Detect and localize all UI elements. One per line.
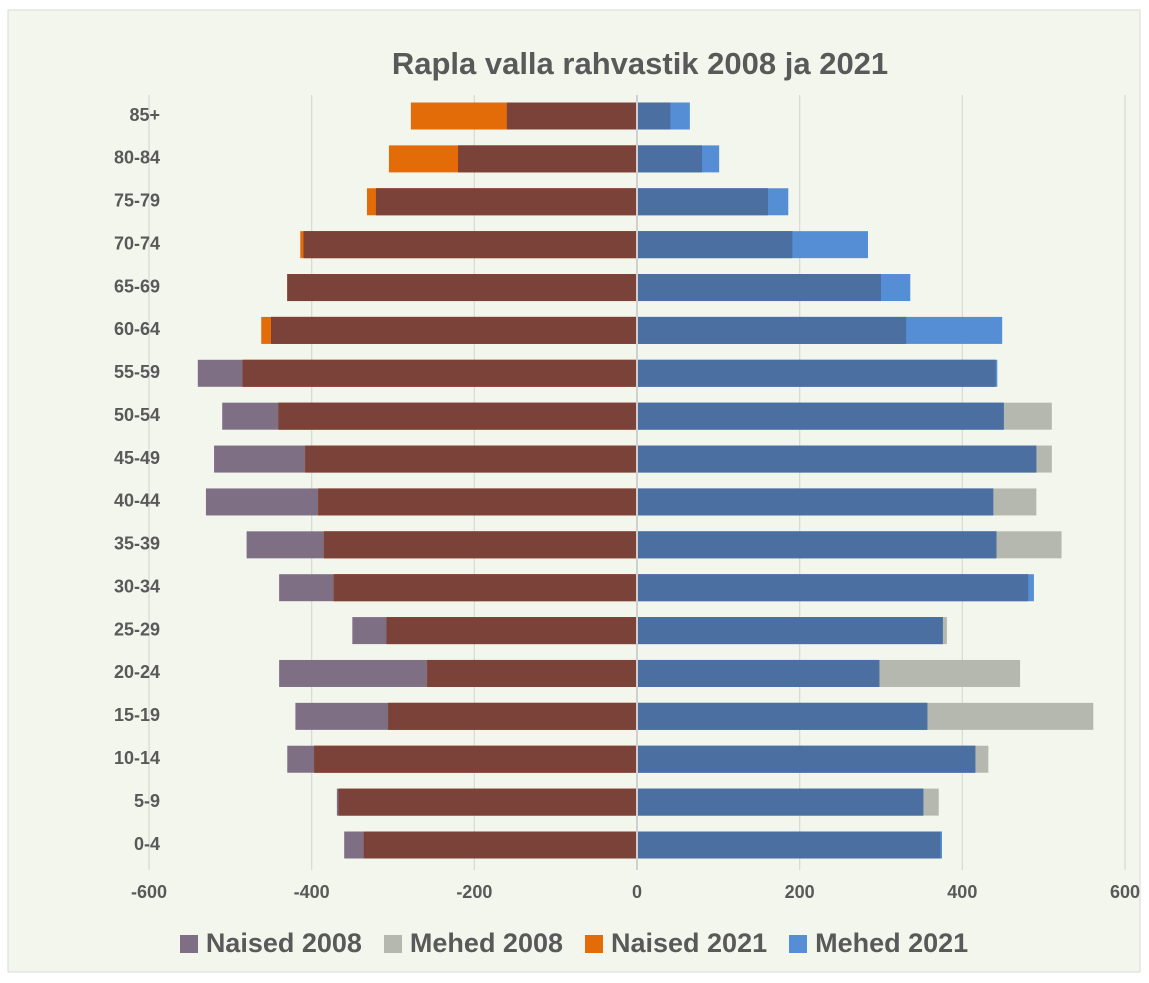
bar-overlap [506,102,637,130]
y-tick-label: 5-9 [134,791,160,811]
x-tick-label: 400 [947,882,977,902]
bar-overlap [637,788,924,816]
legend-label: Naised 2021 [611,928,768,958]
bar-overlap [278,402,637,430]
x-tick-label: -400 [294,882,330,902]
bar-overlap [338,788,637,816]
bar-overlap [287,274,637,302]
bar-overlap [363,831,637,859]
bar-overlap [458,145,637,173]
x-tick-label: 200 [785,882,815,902]
bar-overlap [318,488,637,516]
y-tick-label: 50-54 [114,405,160,425]
y-tick-label: 80-84 [114,148,160,168]
bar-overlap [637,145,703,173]
y-tick-label: 70-74 [114,233,160,253]
bar-overlap [637,831,941,859]
legend-label: Naised 2008 [205,928,362,958]
bar-overlap [637,659,880,687]
x-tick-label: 0 [632,882,642,902]
legend-swatch [383,934,402,953]
bar-overlap [314,745,637,773]
bar-overlap [637,231,793,259]
y-tick-label: 15-19 [114,705,160,725]
bar-overlap [305,445,637,473]
bar-overlap [637,574,1029,602]
bar-overlap [333,574,637,602]
y-tick-label: 0-4 [134,834,160,854]
y-tick-label: 85+ [129,105,160,125]
bar-overlap [637,359,996,387]
x-tick-label: -200 [456,882,492,902]
x-tick-label: 600 [1110,882,1140,902]
bar-overlap [637,488,994,516]
legend-item: Naised 2008 [179,928,362,959]
legend: Naised 2008 Mehed 2008 Naised 2021 Mehed 20… [8,928,1140,959]
bar-overlap [271,316,637,344]
legend-item: Naised 2021 [585,928,767,959]
legend-swatch [789,934,808,953]
bar-overlap [637,445,1037,473]
y-tick-label: 55-59 [114,362,160,382]
bar-overlap [242,359,638,387]
y-tick-label: 60-64 [114,319,160,339]
y-tick-label: 20-24 [114,662,160,682]
bar-overlap [427,659,637,687]
bar-overlap [386,617,637,645]
legend-swatch [585,934,603,953]
y-tick-label: 30-34 [114,576,160,596]
legend-label: Mehed 2021 [815,928,969,958]
bar-overlap [375,188,637,216]
y-tick-label: 10-14 [114,748,160,768]
y-tick-label: 35-39 [114,534,160,554]
legend-item: Mehed 2021 [789,928,968,959]
legend-swatch [179,934,198,953]
y-tick-label: 75-79 [114,191,160,211]
bar-overlap [637,402,1004,430]
y-tick-label: 45-49 [114,448,160,468]
chart-title: Rapla valla rahvastik 2008 ja 2021 [392,46,888,81]
legend-label: Mehed 2008 [409,928,563,958]
bar-overlap [637,745,976,773]
x-tick-label: -600 [131,882,167,902]
bar-overlap [303,231,637,259]
bar-overlap [637,617,943,645]
legend-item: Mehed 2008 [383,928,563,959]
y-tick-label: 65-69 [114,276,160,296]
bar-overlap [637,274,881,302]
bar-overlap [323,531,637,559]
bar-overlap [637,702,928,730]
bar-overlap [637,316,907,344]
bar-overlap [388,702,637,730]
y-tick-label: 25-29 [114,619,160,639]
bar-overlap [637,531,997,559]
bar-overlap [637,188,768,216]
bar-overlap [637,102,671,130]
y-tick-label: 40-44 [114,491,160,511]
